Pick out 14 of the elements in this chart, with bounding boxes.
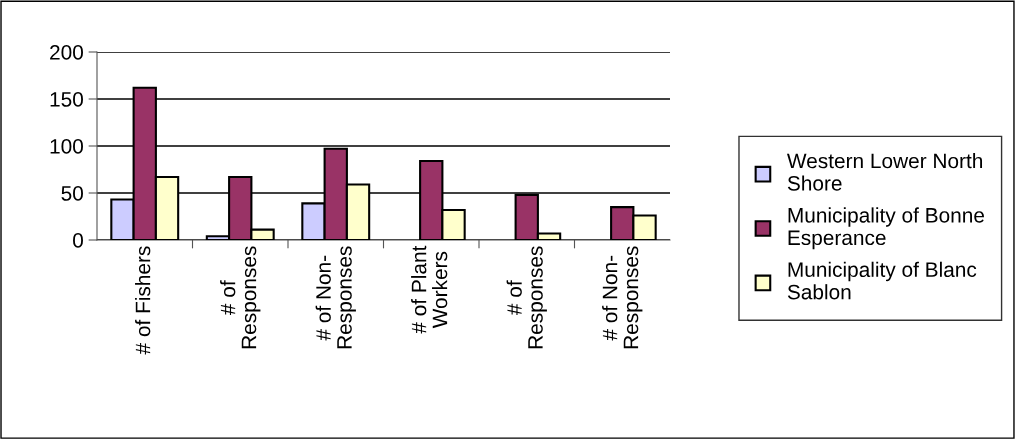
x-tick-label: # of Plant Workers — [411, 245, 448, 334]
x-tick-label: # of Non- Responses — [602, 246, 643, 349]
legend-label: Municipality of Bonne Esperance — [788, 207, 984, 250]
y-tick-label: 150 — [50, 92, 83, 107]
y-tick-label: 100 — [50, 139, 83, 154]
legend-label: Municipality of Blanc Sablon — [787, 261, 977, 300]
y-tick-label: 50 — [61, 186, 83, 201]
y-tick-label: 0 — [73, 233, 83, 248]
x-tick-label: # of Responses — [220, 246, 261, 349]
x-tick-label: # of Fishers — [135, 246, 151, 355]
x-tick-label: # of Non- Responses — [315, 246, 356, 349]
x-tick-label: # of Responses — [506, 246, 547, 349]
legend-label: Western Lower North Shore — [786, 152, 983, 191]
y-tick-label: 200 — [50, 45, 83, 60]
